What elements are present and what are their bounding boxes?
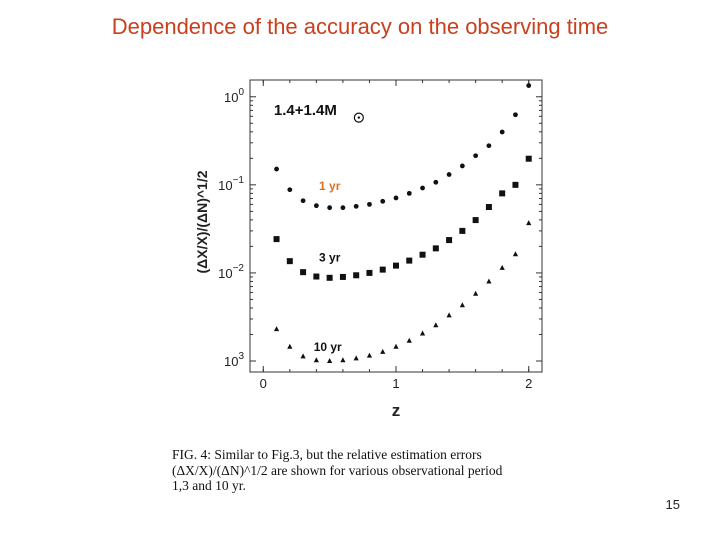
y-tick-base: 10 [224,354,238,369]
triangle-point [327,357,333,363]
triangle-point [499,264,505,270]
triangle-point [393,343,399,349]
plot-frame [249,79,543,373]
circle-point [526,83,532,88]
triangle-point [446,312,452,318]
square-point [525,155,532,162]
triangle-point [406,337,412,343]
triangle-point [313,357,319,363]
triangle-point [380,348,386,354]
data-points [273,83,532,363]
square-point [472,217,479,224]
circle-point [287,187,293,193]
square-point [406,257,413,264]
triangle-point [473,290,479,296]
y-tick-exponent: 3 [238,351,244,362]
triangle-point [340,357,346,363]
triangle-point [287,343,293,349]
circle-point [446,172,452,177]
x-tick-label: 0 [260,376,267,391]
circle-point [367,201,372,207]
square-point [512,181,519,188]
x-tick-label: 2 [525,376,532,391]
annotation-label: 10 yr [314,340,342,354]
triangle-point [353,355,359,361]
triangle-point [419,330,426,336]
caption-line: (ΔX/X)/(ΔN)^1/2 are shown for various ob… [172,462,503,478]
y-tick-base: 10 [224,90,238,105]
figure-caption: FIG. 4: Similar to Fig.3, but the relati… [172,447,572,494]
circle-point [393,195,399,201]
y-tick-base: 10 [218,178,232,193]
square-point [366,269,373,276]
triangle-point [300,353,306,359]
square-point [485,204,492,211]
circle-point [513,112,518,118]
square-point [432,245,439,252]
y-tick-label: 10−1 [218,175,244,193]
triangle-point [433,322,439,328]
square-point [313,273,320,280]
square-point [499,190,506,197]
square-point [286,258,293,265]
y-tick-label: 10−2 [218,263,244,281]
square-point [393,262,399,269]
circle-point [380,198,386,204]
circle-point [433,179,439,185]
square-point [459,227,466,234]
square-point [326,274,333,281]
y-tick-label: 100 [224,87,244,105]
sun-symbol-icon [353,112,364,123]
y-tick-exponent: −1 [233,175,245,186]
triangle-point [459,302,465,308]
circle-point [300,198,306,204]
annotation-label: 1.4+1.4M [274,102,337,119]
circle-point [353,203,359,209]
sun-ring [353,112,364,123]
square-point [353,272,360,279]
triangle-point [512,251,519,257]
page-number: 15 [665,497,680,512]
y-tick-label: 103 [224,351,244,369]
caption-line: 1,3 and 10 yr. [172,478,246,493]
circle-point [274,166,279,172]
annotation-label: 3 yr [319,250,341,264]
square-point [339,273,346,280]
annotations: 1.4+1.4M 1 yr 3 yr 10 yr [274,102,342,354]
x-axis-label: z [392,401,401,420]
x-tick-label: 1 [392,376,399,391]
circle-point [420,185,425,191]
square-point [419,251,426,258]
square-point [446,237,453,244]
circle-point [313,203,319,209]
caption-line: FIG. 4: Similar to Fig.3, but the relati… [172,447,482,462]
circle-point [499,129,505,135]
circle-point [340,205,346,211]
square-point [300,269,307,276]
circle-point [406,190,412,196]
circle-point [486,143,492,149]
triangle-point [366,352,373,358]
square-point [273,236,280,243]
circle-point [473,153,479,159]
circle-point [459,163,465,169]
y-tick-exponent: 0 [238,87,244,98]
slide-title: Dependence of the accuracy on the observ… [111,14,609,39]
circle-point [327,205,333,211]
triangle-point [273,326,280,332]
triangle-point [486,278,492,284]
y-tick-base: 10 [218,266,232,281]
axis-ticks [250,80,542,372]
triangle-point [526,220,532,226]
sun-dot [357,116,361,119]
square-point [379,266,386,273]
annotation-label: 1 yr [319,179,341,193]
y-tick-exponent: −2 [233,263,245,274]
y-axis-label: (ΔX/X)/(ΔN)^1/2 [194,170,210,273]
